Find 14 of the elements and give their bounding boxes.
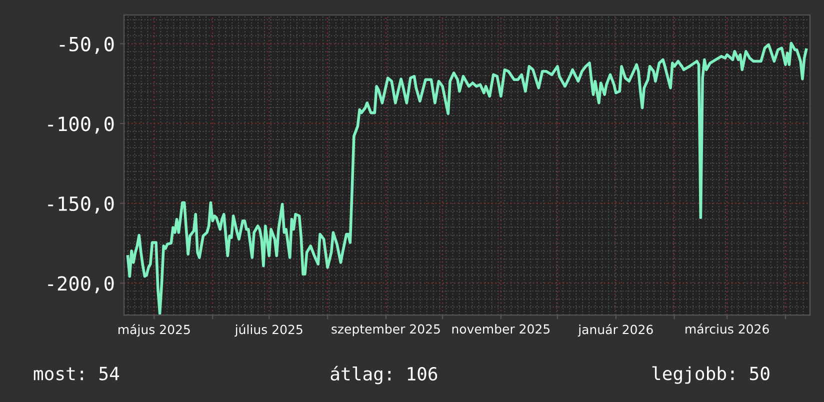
text: most: 54 [34, 366, 120, 380]
y-tick-label: -100,0 [48, 116, 114, 134]
x-tick-label: november 2025 [452, 324, 550, 334]
text: átlag: 106 [330, 366, 438, 384]
y-tick-label: -200,0 [48, 276, 114, 294]
x-tick-label: május 2025 [118, 324, 190, 337]
text: legjobb: 50 [652, 366, 770, 384]
line-series [126, 42, 808, 315]
x-tick-label: július 2025 [234, 324, 302, 337]
x-tick-label: március 2026 [686, 324, 769, 334]
y-tick-label: -50,0 [60, 36, 114, 54]
x-tick-label: szeptember 2025 [332, 324, 440, 336]
y-tick-label: -150,0 [48, 196, 114, 214]
x-tick-label: január 2026 [578, 324, 653, 337]
